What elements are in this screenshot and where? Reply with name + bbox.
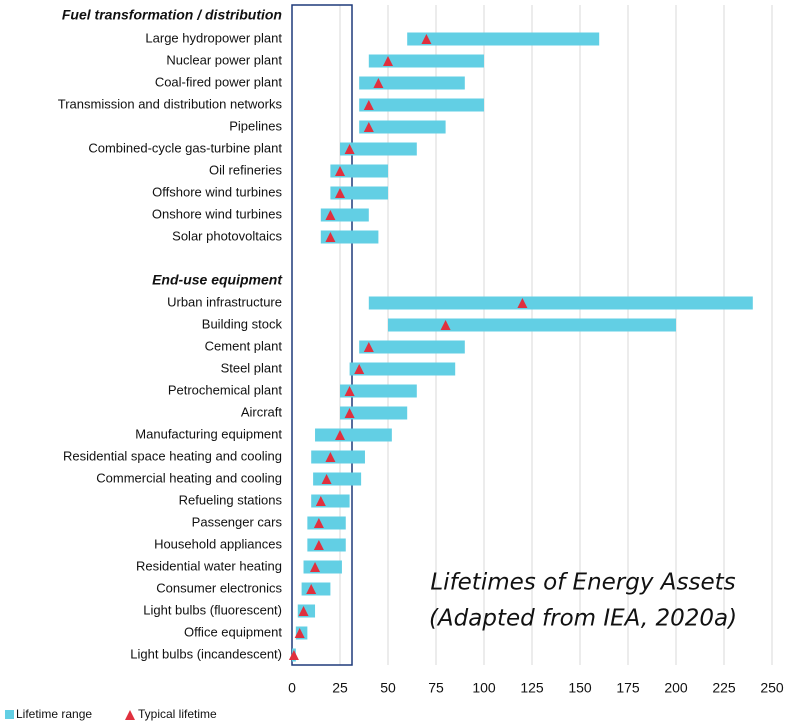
lifetime-range-bar bbox=[388, 318, 676, 332]
category-label: Nuclear power plant bbox=[166, 52, 282, 67]
lifetime-range-bar bbox=[368, 296, 753, 310]
typical-lifetime-marker bbox=[313, 540, 324, 550]
typical-lifetime-marker bbox=[383, 56, 393, 66]
x-tick-label: 100 bbox=[472, 680, 496, 696]
category-label: Commercial heating and cooling bbox=[96, 470, 282, 485]
x-tick-label: 50 bbox=[380, 680, 396, 696]
typical-lifetime-marker bbox=[325, 452, 336, 462]
typical-lifetime-marker bbox=[298, 606, 309, 616]
typical-lifetime-marker bbox=[294, 628, 305, 638]
typical-lifetime-marker bbox=[363, 100, 374, 110]
typical-lifetime-marker bbox=[310, 562, 321, 572]
legend-swatch bbox=[125, 710, 135, 720]
category-label: Residential space heating and cooling bbox=[63, 448, 282, 463]
lifetime-range-bar bbox=[407, 32, 600, 46]
lifetime-range-bar bbox=[359, 98, 484, 112]
typical-lifetime-marker bbox=[344, 144, 355, 154]
lifetime-range-bar bbox=[340, 142, 417, 156]
typical-lifetime-marker bbox=[354, 364, 365, 374]
category-label: Passenger cars bbox=[192, 514, 283, 529]
typical-lifetime-marker bbox=[325, 232, 336, 242]
x-tick-label: 175 bbox=[616, 680, 640, 696]
category-label: Building stock bbox=[202, 316, 283, 331]
typical-lifetime-marker bbox=[517, 298, 528, 308]
typical-lifetime-marker bbox=[363, 342, 374, 352]
category-label: Consumer electronics bbox=[156, 580, 282, 595]
typical-lifetime-marker bbox=[306, 584, 317, 594]
typical-lifetime-marker bbox=[315, 496, 326, 506]
category-label: Transmission and distribution networks bbox=[58, 96, 283, 111]
legend-label: Lifetime range bbox=[16, 707, 92, 721]
lifetime-range-bar bbox=[359, 76, 465, 90]
category-label: Onshore wind turbines bbox=[152, 206, 283, 221]
x-tick-label: 225 bbox=[712, 680, 736, 696]
x-tick-label: 150 bbox=[568, 680, 592, 696]
lifetime-range-bar bbox=[301, 582, 331, 596]
typical-lifetime-marker bbox=[363, 122, 374, 132]
x-tick-label: 0 bbox=[288, 680, 296, 696]
lifetime-range-bar bbox=[349, 362, 456, 376]
lifetime-range-bar bbox=[303, 560, 342, 574]
category-label: Light bulbs (fluorescent) bbox=[143, 602, 282, 617]
lifetime-range-bar bbox=[320, 230, 379, 244]
category-label: Office equipment bbox=[184, 624, 282, 639]
category-label: Urban infrastructure bbox=[167, 294, 282, 309]
category-label: Cement plant bbox=[205, 338, 283, 353]
category-label: Steel plant bbox=[221, 360, 283, 375]
category-label: Oil refineries bbox=[209, 162, 282, 177]
annotation: Lifetimes of Energy Assets bbox=[430, 570, 735, 596]
typical-lifetime-marker bbox=[335, 430, 345, 440]
annotation: (Adapted from IEA, 2020a) bbox=[429, 606, 737, 632]
typical-lifetime-marker bbox=[440, 320, 451, 330]
typical-lifetime-marker bbox=[344, 386, 355, 396]
group-header: End-use equipment bbox=[152, 272, 283, 288]
typical-lifetime-marker bbox=[288, 650, 299, 660]
legend-label: Typical lifetime bbox=[138, 707, 217, 721]
typical-lifetime-marker bbox=[325, 210, 336, 220]
typical-lifetime-marker bbox=[421, 34, 432, 44]
typical-lifetime-marker bbox=[335, 188, 345, 198]
category-label: Large hydropower plant bbox=[145, 30, 282, 45]
highlight-box bbox=[291, 4, 353, 666]
grid bbox=[291, 5, 773, 665]
category-label: Aircraft bbox=[241, 404, 283, 419]
typical-lifetime-marker bbox=[373, 78, 384, 88]
lifetime-range-bar bbox=[313, 472, 362, 486]
lifetime-range-bar bbox=[359, 120, 446, 134]
lifetime-range-bar bbox=[307, 538, 346, 552]
x-tick-label: 75 bbox=[428, 680, 444, 696]
x-tick-label: 250 bbox=[760, 680, 784, 696]
x-tick-label: 25 bbox=[332, 680, 348, 696]
lifetime-range-bar bbox=[359, 340, 465, 354]
category-label: Light bulbs (incandescent) bbox=[130, 646, 282, 661]
lifetime-range-bar bbox=[368, 54, 484, 68]
lifetime-range-bar bbox=[307, 516, 346, 530]
category-label: Residential water heating bbox=[136, 558, 282, 573]
typical-lifetime-marker bbox=[344, 408, 355, 418]
x-tick-label: 200 bbox=[664, 680, 688, 696]
legend-swatch bbox=[5, 710, 14, 719]
lifetime-range-bar bbox=[340, 406, 408, 420]
category-label: Refueling stations bbox=[179, 492, 283, 507]
category-label: Offshore wind turbines bbox=[152, 184, 282, 199]
lifetime-range-bar bbox=[315, 428, 392, 442]
typical-lifetime-marker bbox=[313, 518, 324, 528]
category-label: Petrochemical plant bbox=[168, 382, 283, 397]
category-label: Combined-cycle gas-turbine plant bbox=[88, 140, 282, 155]
x-tick-label: 125 bbox=[520, 680, 544, 696]
category-label: Household appliances bbox=[154, 536, 282, 551]
typical-lifetime-marker bbox=[321, 474, 332, 484]
group-header: Fuel transformation / distribution bbox=[62, 7, 282, 23]
category-label: Coal-fired power plant bbox=[155, 74, 283, 89]
lifetime-range-bar bbox=[330, 186, 388, 200]
lifetime-range-bar bbox=[340, 384, 417, 398]
category-label: Pipelines bbox=[229, 118, 282, 133]
category-label: Manufacturing equipment bbox=[135, 426, 282, 441]
category-label: Solar photovoltaics bbox=[172, 228, 282, 243]
lifetime-range-bar bbox=[330, 164, 388, 178]
typical-lifetime-marker bbox=[335, 166, 345, 176]
lifetime-range-bar bbox=[311, 450, 365, 464]
